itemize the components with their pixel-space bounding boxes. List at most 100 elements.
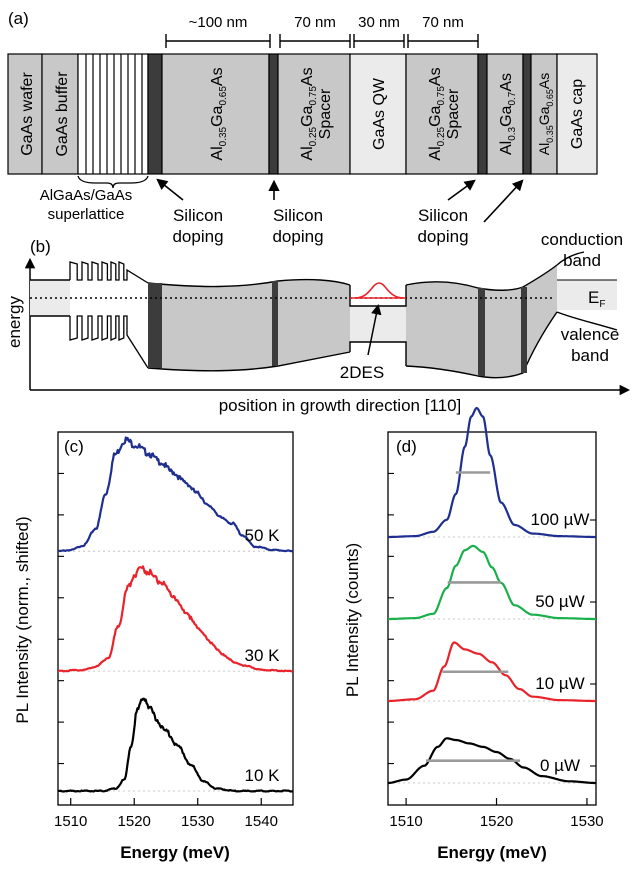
dimension-bars [165,34,479,48]
chart-d-ticks: 1510 1520 1530 [388,472,604,830]
chart-d-panel-label: (d) [396,437,417,456]
doping-label-2a: Silicon [273,206,323,225]
series-line [387,737,597,785]
layer-buffer [41,53,79,175]
series-1: 50 µW [387,544,597,621]
x-tick-label: 1540 [245,813,278,830]
doping-label-3a: Silicon [418,206,468,225]
layer-cap-label: GaAs cap [569,79,586,149]
x-tick-label: 1530 [181,813,214,830]
layer-spacer-2-label: Spacer [445,88,462,139]
series-label: 0 µW [540,756,580,775]
superlattice-label-1: AlGaAs/GaAs [40,187,133,204]
chart-c-series: 50 K 30 K 10 K [57,436,294,793]
band-ylabel: energy [5,296,24,348]
chart-d-xlabel: Energy (meV) [437,843,547,862]
layer-qw-label: GaAs QW [371,77,388,150]
series-label: 30 K [245,646,281,665]
panel-b-label: (b) [30,237,51,256]
layer-barrier-2-label: Al0.3Ga0.7As [498,73,518,155]
superlattice-lines [85,54,143,174]
x-tick-label: 1510 [54,813,87,830]
panel-a: (a) ~100 nm 70 nm 30 nm 70 nm [7,9,598,246]
series-label: 10 µW [535,674,584,693]
layer-qw [349,53,407,175]
layer-spacer-1 [277,53,351,175]
chart-d-series: 100 µW 50 µW 10 µW 0 µW [387,406,597,785]
wavefunction [354,282,405,299]
series-label: 100 µW [531,510,590,529]
band-region-cap [557,280,617,310]
band-region-2 [406,281,523,378]
series-3: 0 µW [387,737,597,785]
layer-barrier-1 [161,53,270,175]
x-tick-label: 1520 [118,813,151,830]
twodes-label: 2DES [340,363,384,382]
dim-70nm-b: 70 nm [422,14,464,31]
series-0: 50 K [57,436,294,553]
dim-70nm-a: 70 nm [294,14,336,31]
band-xlabel: position in growth direction [110] [219,396,462,415]
doping-label-1b: doping [172,227,223,246]
series-line [387,641,597,703]
layer-spacer-2-formula: Al0.25Ga0.75As [427,67,447,160]
chart-d: (d) Energy (meV) PL Intensity (counts) 1… [343,406,604,862]
valence-label-2: band [571,346,609,365]
layer-superlattice [77,53,149,175]
series-2: 10 µW [387,641,597,703]
chart-c-panel-label: (c) [64,437,84,456]
conduction-label-1: conduction [541,230,623,249]
doping-label-1a: Silicon [173,206,223,225]
x-tick-label: 1520 [480,813,513,830]
series-line [387,406,597,539]
layer-stack [7,53,598,175]
chart-c: (c) Energy (meV) PL Intensity (norm., sh… [13,431,294,862]
doping-label-2b: doping [272,227,323,246]
series-1: 30 K [57,565,294,673]
layer-spacer-1-label: Spacer [317,88,334,139]
series-label: 50 K [245,526,281,545]
layer-cap [556,53,598,175]
band-region-3 [523,265,557,373]
chart-c-ticks: 1510 1520 1530 1540 [54,472,278,830]
series-2: 10 K [57,697,294,793]
layer-doping-1 [147,53,163,175]
series-line [57,436,294,553]
doping-label-3b: doping [417,227,468,246]
layer-spacer-1-formula: Al0.25Ga0.75As [299,67,319,160]
superlattice-conduction [69,261,149,284]
chart-c-xlabel: Energy (meV) [120,843,230,862]
x-tick-label: 1510 [389,813,422,830]
chart-c-frame [57,431,294,806]
doping-arrows [156,178,524,223]
layer-barrier-3-label: Al0.35Ga0.65As [536,73,555,156]
x-tick-label: 1530 [570,813,603,830]
series-line [387,544,597,621]
panel-a-label: (a) [8,9,29,28]
band-region-qw [350,306,406,342]
layer-doping-4 [522,53,532,175]
dim-30nm: 30 nm [358,14,400,31]
valence-label-1: valence [561,325,620,344]
chart-c-ylabel: PL Intensity (norm., shifted) [13,516,32,723]
band-doping-strips [148,281,527,376]
series-label: 10 K [245,766,281,785]
twodes-arrow [367,303,382,356]
fermi-label: EF [588,288,605,310]
band-region-1 [148,279,350,371]
layer-spacer-2 [405,53,479,175]
series-line [57,565,294,673]
series-0: 100 µW [387,406,597,539]
conduction-label-2: band [563,251,601,270]
chart-d-ylabel: PL Intensity (counts) [343,543,362,697]
layer-buffer-label: GaAs buffer [54,71,71,157]
layer-wafer-label: GaAs wafer [19,72,36,156]
panel-b: (b) energy position in growth direction … [5,230,631,415]
layer-doping-3 [477,53,488,175]
series-label: 50 µW [535,592,584,611]
superlattice-valence [69,315,149,369]
layer-wafer [7,53,43,175]
dim-100nm: ~100 nm [189,14,248,31]
series-line [57,697,294,793]
